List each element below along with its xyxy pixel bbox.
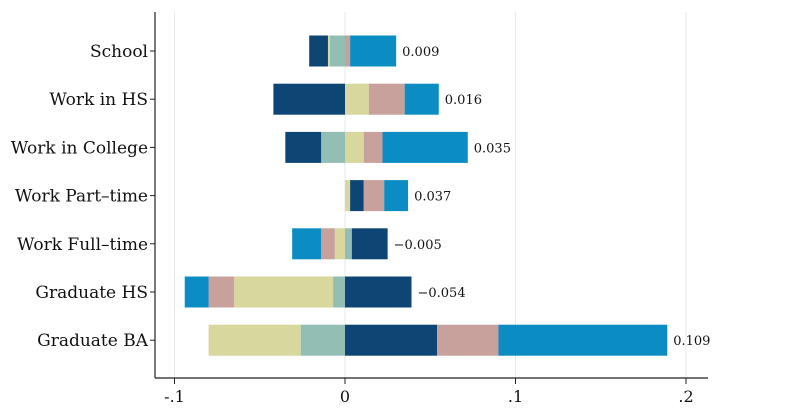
bar-segment-row1-series3 (368, 83, 405, 115)
bar-segment-row4-series4 (292, 228, 322, 260)
bar-segment-row3-series3 (363, 180, 385, 212)
bar-segment-row4-series1 (334, 228, 345, 260)
bar-segment-row6-series2 (345, 324, 438, 356)
x-tick-label: -.1 (164, 387, 185, 406)
bar-segment-row6-series0 (300, 324, 345, 356)
bar-segment-row0-series2 (309, 35, 328, 67)
bar-segment-row1-series2 (273, 83, 345, 115)
bar-segment-row4-series3 (321, 228, 335, 260)
gridlines (174, 12, 687, 378)
bar-segment-row4-series2 (351, 228, 388, 260)
bar-segment-row3-series2 (350, 180, 364, 212)
bar-segment-row6-series4 (498, 324, 668, 356)
bar-segment-row2-series4 (382, 131, 468, 163)
bar-segment-row2-series3 (363, 131, 383, 163)
x-tick-label: 0 (340, 387, 350, 406)
bar-segment-row1-series1 (345, 83, 369, 115)
total-label: −0.005 (394, 238, 442, 253)
x-tick-label: .1 (508, 387, 523, 406)
bar-segment-row0-series0 (329, 35, 345, 67)
bar-segment-row3-series1 (345, 180, 351, 212)
bar-segment-row5-series1 (234, 276, 334, 308)
bars-group (184, 35, 668, 356)
x-tick-label: .2 (678, 387, 693, 406)
bar-segment-row5-series3 (208, 276, 235, 308)
bar-segment-row0-series1 (327, 35, 330, 67)
bar-segment-row5-series2 (345, 276, 412, 308)
category-label: Work in College (11, 138, 148, 158)
bar-segment-row5-series4 (184, 276, 209, 308)
total-label: −0.054 (417, 286, 465, 301)
total-label: 0.037 (414, 190, 451, 205)
bar-segment-row4-series0 (345, 228, 352, 260)
bar-segment-row0-series3 (345, 35, 351, 67)
total-label: 0.109 (673, 334, 710, 349)
total-label: 0.035 (474, 141, 511, 156)
bar-segment-row3-series4 (384, 180, 409, 212)
bar-segment-row2-series0 (321, 131, 345, 163)
bar-segment-row6-series1 (208, 324, 301, 356)
bar-segment-row2-series2 (285, 131, 322, 163)
category-label: Graduate HS (35, 283, 148, 303)
bar-segment-row6-series3 (437, 324, 499, 356)
category-label: Work Full–time (17, 235, 148, 255)
category-label: Work in HS (49, 90, 148, 110)
category-label: Work Part–time (15, 187, 148, 207)
total-label: 0.009 (402, 45, 439, 60)
category-label: Graduate BA (37, 331, 149, 351)
labels-group: School 0.009 Work in HS 0.016 Work in Colleg… (11, 42, 711, 406)
bar-segment-row5-series0 (333, 276, 345, 308)
bar-segment-row0-series4 (350, 35, 397, 67)
axes (150, 12, 708, 384)
category-label: School (90, 42, 148, 62)
bar-segment-row1-series4 (404, 83, 439, 115)
total-label: 0.016 (445, 93, 482, 108)
bar-segment-row2-series1 (345, 131, 364, 163)
